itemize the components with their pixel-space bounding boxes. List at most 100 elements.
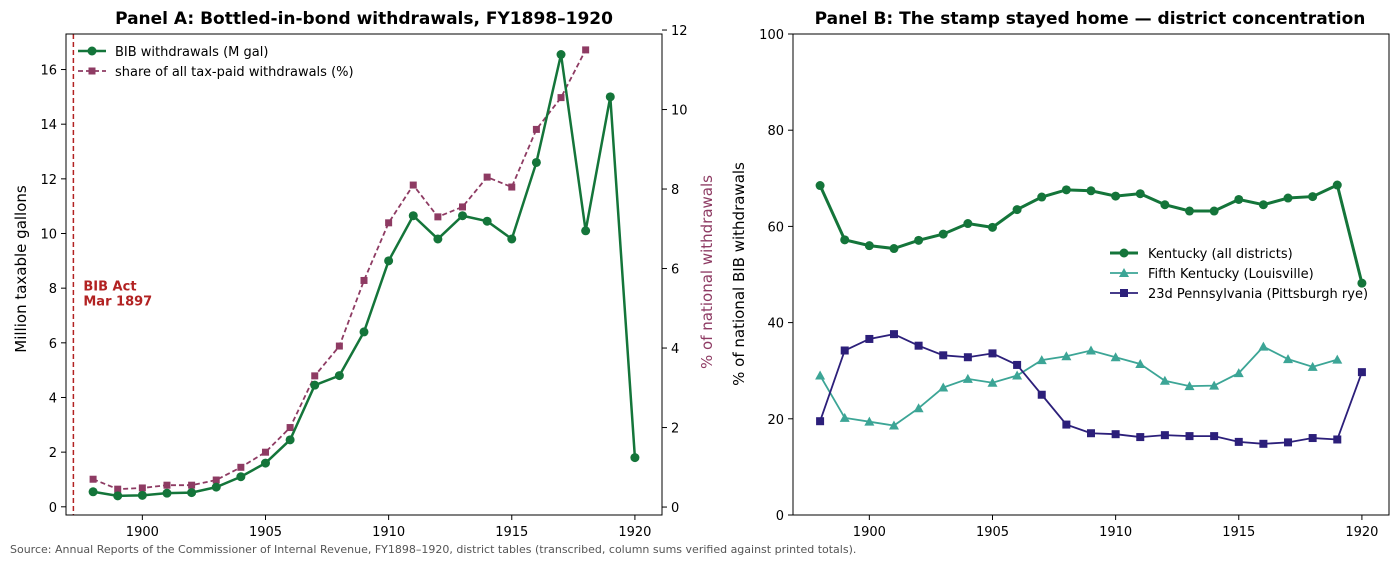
fifth-kentucky-point: [1012, 370, 1023, 380]
fifth-kentucky-point: [1110, 352, 1121, 362]
panel-a-x-ticks: 1900 1905 1910 1915 1920: [126, 515, 651, 540]
x-tick-label: 1900: [126, 525, 159, 540]
bib-withdrawals-point: [384, 256, 394, 266]
share-point: [532, 125, 540, 133]
share-point: [237, 463, 245, 471]
legend-label-fifth-kentucky: Fifth Kentucky (Louisville): [1148, 267, 1314, 282]
kentucky-point: [987, 222, 997, 232]
bib-withdrawals-point: [605, 92, 615, 102]
bib-withdrawals-point: [334, 371, 344, 381]
kentucky-point: [1283, 193, 1293, 203]
bib-withdrawals-point: [531, 157, 541, 167]
bib-withdrawals-point: [187, 488, 197, 498]
pennsylvania-point: [889, 330, 898, 339]
pennsylvania-point: [914, 341, 923, 350]
fifth-kentucky-point: [913, 403, 924, 413]
bib-act-annotation-line-1: BIB Act: [83, 280, 136, 295]
kentucky-point: [1308, 192, 1318, 202]
pennsylvania-point: [1160, 431, 1169, 440]
y-tick-label: 0: [776, 509, 784, 524]
kentucky-point: [914, 235, 924, 245]
pennsylvania-point: [865, 334, 874, 343]
x-tick-label: 1915: [1222, 525, 1255, 540]
y-tick-label: 14: [40, 118, 57, 133]
fifth-kentucky-point: [1209, 380, 1220, 390]
panel-a-right-ylabel: % of national withdrawals: [698, 175, 716, 369]
pennsylvania-point: [1136, 433, 1145, 442]
bib-withdrawals-point: [507, 234, 517, 244]
pennsylvania-point: [1308, 434, 1317, 443]
y-tick-label: 0: [49, 501, 57, 516]
share-point: [163, 481, 171, 489]
y-right-tick-label: 8: [671, 183, 679, 198]
panel-a-chart: Panel A: Bottled-in-bond withdrawals, FY…: [12, 9, 716, 540]
panel-b-ylabel: % of national BIB withdrawals: [730, 162, 748, 386]
share-point: [89, 475, 97, 483]
y-right-tick-label: 6: [671, 263, 679, 278]
panel-b-chart: Panel B: The stamp stayed home — distric…: [730, 9, 1390, 540]
legend-label-kentucky: Kentucky (all districts): [1148, 247, 1293, 262]
pennsylvania-point: [1087, 429, 1095, 438]
panel-a-right-y-ticks: 0 2 4 6 8 10 12: [662, 24, 688, 516]
panel-a-legend: BIB withdrawals (M gal) share of all tax…: [78, 45, 354, 80]
y-tick-label: 20: [767, 413, 784, 428]
x-tick-label: 1910: [372, 525, 405, 540]
pennsylvania-point: [963, 353, 972, 362]
panel-a-left-y-ticks: 0 2 4 6 8 10 12 14 16: [40, 64, 66, 516]
pennsylvania-point: [988, 349, 997, 358]
panel-b-series: [815, 180, 1367, 448]
share-point: [557, 94, 565, 102]
legend-marker-pennsylvania: [1120, 289, 1128, 297]
share-point: [409, 181, 417, 189]
pennsylvania-point: [1037, 390, 1046, 399]
kentucky-point: [963, 219, 973, 229]
y-right-tick-label: 2: [671, 422, 679, 437]
fifth-kentucky-point: [1135, 358, 1146, 368]
kentucky-point: [1234, 194, 1244, 204]
share-point: [483, 173, 491, 181]
kentucky-point: [938, 229, 948, 239]
bib-withdrawals-point: [458, 211, 468, 221]
y-tick-label: 16: [40, 64, 57, 79]
y-right-tick-label: 12: [671, 24, 688, 39]
bib-withdrawals-point: [359, 327, 369, 337]
bib-withdrawals-point: [285, 435, 295, 445]
fifth-kentucky-point: [1036, 355, 1047, 365]
bib-withdrawals-point: [88, 487, 98, 497]
y-tick-label: 60: [767, 220, 784, 235]
fifth-kentucky-point: [815, 370, 826, 380]
pennsylvania-point: [1185, 432, 1194, 441]
bib-withdrawals-point: [556, 49, 566, 59]
legend-marker-kentucky: [1119, 248, 1129, 258]
pennsylvania-point: [939, 351, 948, 360]
fifth-kentucky-point: [1159, 375, 1170, 385]
kentucky-point: [1012, 205, 1022, 215]
series-line-fifth-kentucky: [819, 345, 1338, 427]
legend-marker-share: [88, 67, 96, 75]
bib-withdrawals-point: [211, 482, 221, 492]
y-tick-label: 8: [49, 282, 57, 297]
fifth-kentucky-point: [1307, 361, 1318, 371]
bib-withdrawals-point: [236, 472, 246, 482]
panel-b-legend: Kentucky (all districts) Fifth Kentucky …: [1110, 247, 1368, 302]
share-point: [261, 448, 269, 456]
fifth-kentucky-point: [1283, 354, 1294, 364]
y-tick-label: 4: [49, 391, 57, 406]
share-point: [311, 372, 319, 380]
share-point: [114, 485, 122, 493]
pennsylvania-point: [816, 417, 825, 426]
bib-withdrawals-point: [310, 380, 320, 390]
pennsylvania-point: [1210, 432, 1219, 441]
kentucky-point: [864, 241, 874, 251]
pennsylvania-point: [1333, 435, 1342, 444]
pennsylvania-point: [1259, 439, 1268, 448]
bib-withdrawals-point: [482, 216, 492, 226]
y-tick-label: 80: [767, 124, 784, 139]
share-point: [335, 342, 343, 350]
x-tick-label: 1910: [1099, 525, 1132, 540]
fifth-kentucky-point: [1184, 381, 1195, 391]
share-point: [360, 276, 368, 284]
bib-withdrawals-point: [408, 211, 418, 221]
legend-label-share: share of all tax-paid withdrawals (%): [115, 65, 354, 80]
